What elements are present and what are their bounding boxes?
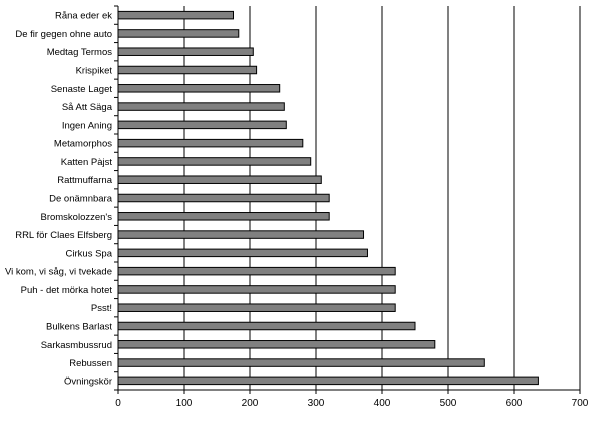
bar bbox=[117, 266, 396, 276]
bar bbox=[117, 248, 368, 258]
category-label: Vi kom, vi såg, vi tvekade bbox=[5, 267, 112, 278]
bar bbox=[117, 212, 330, 221]
category-label: Senaste Laget bbox=[51, 84, 113, 95]
category-label: RRL för Claes Elfsberg bbox=[15, 230, 112, 241]
category-label: Så Att Säga bbox=[62, 102, 113, 113]
x-tick-labels: 0 100 200 300 400 500 600 700 bbox=[115, 398, 589, 409]
bars bbox=[117, 10, 539, 386]
x-tick-label: 500 bbox=[440, 398, 457, 409]
category-label: Puh - det mörka hotet bbox=[21, 285, 113, 296]
x-tick-label: 400 bbox=[374, 398, 391, 409]
bar bbox=[117, 29, 240, 38]
x-tick-label: 300 bbox=[308, 398, 325, 409]
bar bbox=[117, 193, 330, 203]
bar bbox=[117, 120, 287, 130]
category-label: Sarkasmbussrud bbox=[41, 340, 112, 351]
category-label: Övningskör bbox=[64, 376, 112, 387]
bar bbox=[117, 47, 254, 56]
category-labels: Råna eder ek De fir gegen ohne auto Medtag… bbox=[5, 11, 113, 388]
category-label: Bulkens Barlast bbox=[46, 322, 112, 333]
axes bbox=[114, 5, 581, 394]
category-label: Katten Pàjst bbox=[61, 157, 113, 168]
bar bbox=[117, 84, 281, 93]
x-tick-label: 600 bbox=[506, 398, 523, 409]
x-tick-label: 0 bbox=[115, 398, 121, 409]
category-label: Cirkus Spa bbox=[66, 248, 113, 259]
bar bbox=[117, 376, 539, 386]
x-tick-label: 200 bbox=[242, 398, 259, 409]
bar bbox=[117, 138, 304, 148]
bar bbox=[117, 303, 396, 312]
x-tick-label: 700 bbox=[572, 398, 589, 409]
category-label: Metamorphos bbox=[54, 139, 112, 150]
bar bbox=[117, 321, 416, 331]
category-label: Rattmuffarna bbox=[57, 175, 112, 186]
bar bbox=[117, 285, 396, 294]
x-tick-label: 100 bbox=[176, 398, 193, 409]
category-label: Psst! bbox=[91, 303, 112, 314]
bar bbox=[117, 358, 485, 367]
category-label: Ingen Aning bbox=[62, 120, 112, 131]
bar bbox=[117, 175, 322, 184]
category-label: Rebussen bbox=[69, 358, 112, 369]
bar bbox=[117, 157, 312, 166]
bar bbox=[117, 65, 258, 75]
bar bbox=[117, 230, 365, 239]
category-label: Råna eder ek bbox=[55, 11, 112, 22]
category-label: Medtag Termos bbox=[47, 47, 113, 58]
bar bbox=[117, 10, 234, 20]
category-label: Krispiket bbox=[76, 66, 113, 77]
bar bbox=[117, 102, 285, 111]
category-label: Bromskolozzen's bbox=[40, 212, 112, 223]
category-label: De onämnbara bbox=[49, 194, 113, 205]
bar bbox=[117, 340, 436, 349]
category-label: De fir gegen ohne auto bbox=[15, 29, 112, 40]
